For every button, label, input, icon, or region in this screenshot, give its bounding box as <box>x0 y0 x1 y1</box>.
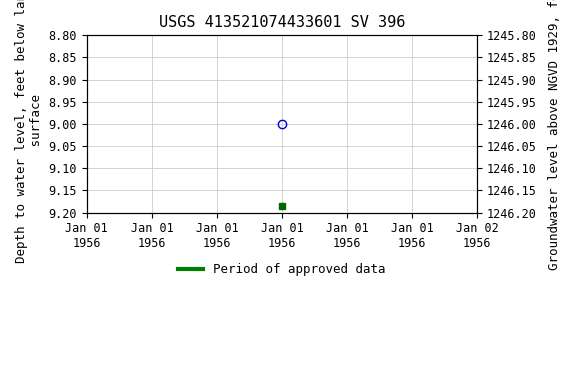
Y-axis label: Groundwater level above NGVD 1929, feet: Groundwater level above NGVD 1929, feet <box>548 0 561 270</box>
Legend: Period of approved data: Period of approved data <box>173 258 391 281</box>
Y-axis label: Depth to water level, feet below land
 surface: Depth to water level, feet below land su… <box>15 0 43 263</box>
Title: USGS 413521074433601 SV 396: USGS 413521074433601 SV 396 <box>159 15 406 30</box>
